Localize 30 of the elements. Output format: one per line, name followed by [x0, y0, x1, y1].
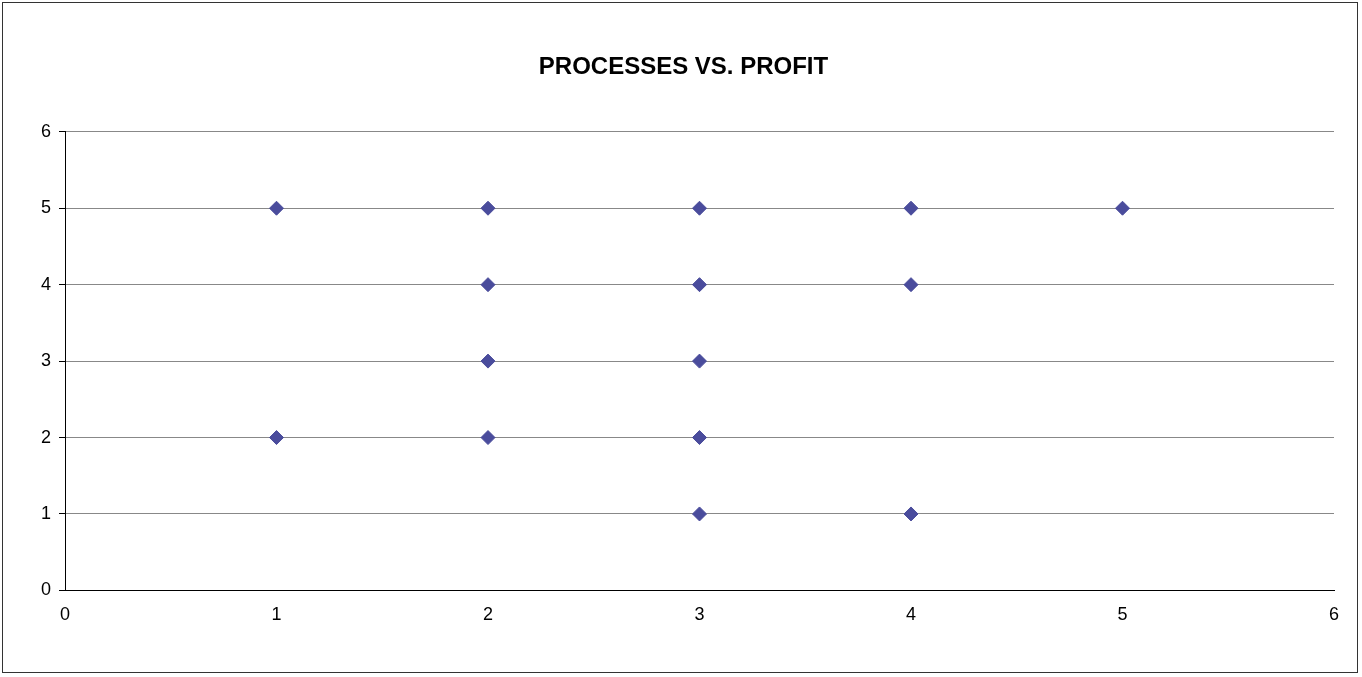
point — [480, 277, 496, 293]
x-tick-label: 1 — [271, 604, 282, 625]
point — [269, 430, 285, 446]
point — [480, 200, 496, 216]
point — [692, 353, 708, 369]
point — [1115, 200, 1130, 216]
point — [269, 200, 285, 216]
chart-title: PROCESSES VS. PROFIT — [538, 52, 829, 80]
point — [480, 353, 496, 369]
x-tick-label: 2 — [483, 604, 494, 625]
point — [692, 430, 708, 446]
y-tick-label: 5 — [41, 197, 52, 218]
x-tick-label: 3 — [694, 604, 705, 625]
y-tick-label: 3 — [41, 350, 52, 371]
y-tick-label: 1 — [41, 502, 52, 523]
y-tick-label: 0 — [41, 579, 52, 600]
point — [903, 506, 919, 522]
x-tick-label: 5 — [1117, 604, 1128, 625]
point — [692, 277, 708, 293]
y-tick-label: 4 — [41, 273, 52, 294]
x-tick-label: 4 — [906, 604, 917, 625]
y-tick-label: 6 — [41, 120, 52, 141]
x-tick-label: 0 — [60, 604, 71, 625]
x-tick-label: 6 — [1328, 604, 1340, 625]
point — [903, 200, 919, 216]
point — [692, 506, 708, 522]
point — [903, 277, 919, 293]
point — [692, 200, 708, 216]
y-tick-label: 2 — [41, 426, 52, 447]
point — [480, 430, 496, 446]
